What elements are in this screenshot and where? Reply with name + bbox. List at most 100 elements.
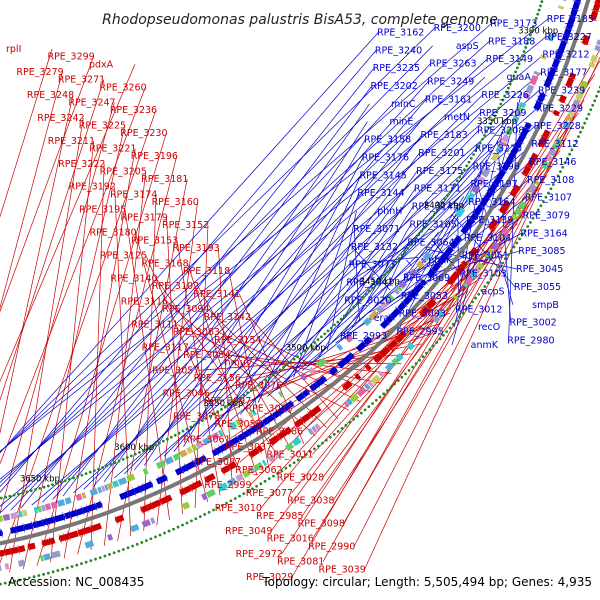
tick-dot <box>472 153 475 156</box>
cog-block-outer <box>314 423 321 431</box>
tick-dot <box>389 267 392 270</box>
gene-label-reverse: RPE_3180 <box>89 228 136 239</box>
tick-dot <box>208 414 212 418</box>
tick-dot <box>204 416 208 420</box>
leader-line-forward <box>475 177 514 305</box>
gene-label-forward: RPE_3143 <box>412 202 459 213</box>
forward-gene-block <box>194 459 200 466</box>
tick-dot <box>46 484 50 488</box>
cog-block-inner <box>50 501 58 509</box>
cog-block-outer <box>201 492 208 501</box>
gene-label-forward: RPE_3175 <box>416 166 463 177</box>
forward-gene-block <box>181 465 188 473</box>
tick-dot <box>512 74 516 78</box>
gene-label-reverse: RPE_3221 <box>89 143 136 154</box>
leader-line-reverse <box>36 133 167 566</box>
forward-gene-block-arrow <box>420 278 429 286</box>
tick-dot <box>172 527 175 531</box>
forward-gene-block-arrow <box>270 412 277 422</box>
tick-dot <box>348 420 352 424</box>
tick-dot <box>531 216 535 220</box>
reverse-gene-block-arrow <box>181 486 187 496</box>
cog-block-inner <box>247 411 254 419</box>
tick-dot <box>288 464 292 467</box>
tick-dot <box>522 50 526 53</box>
reverse-gene-block <box>182 485 192 494</box>
reverse-gene-block-arrow <box>179 487 184 498</box>
cog-block-inner <box>499 140 507 147</box>
tick-dot <box>229 499 233 503</box>
cog-block-outer <box>436 310 445 319</box>
forward-gene-block <box>547 67 557 79</box>
tick-dot <box>140 541 144 544</box>
forward-gene-block-arrow <box>259 419 266 429</box>
tick-dot <box>326 329 330 333</box>
gene-label-forward: RPE_3176 <box>362 152 409 163</box>
cog-block-inner <box>409 268 418 277</box>
forward-gene-block <box>413 283 424 294</box>
reverse-gene-block-arrow <box>587 17 599 21</box>
tick-dot <box>532 25 535 29</box>
gene-label-forward: RPE_3079 <box>523 210 570 221</box>
forward-gene-block-arrow <box>485 189 495 196</box>
gene-label-forward: RPE_3104 <box>464 233 511 244</box>
gene-label-reverse: RPE_3160 <box>152 197 199 208</box>
tick-dot <box>499 102 503 106</box>
leader-line-forward <box>52 81 429 500</box>
forward-gene-block <box>139 484 146 492</box>
leader-line-forward <box>399 159 488 314</box>
genome-summary-text: Topology: circular; Length: 5,505,494 bp… <box>261 575 592 589</box>
reverse-gene-block-arrow <box>508 191 518 198</box>
gene-label-forward: aspS <box>456 41 479 52</box>
forward-gene-block-arrow <box>564 23 576 27</box>
forward-gene-block-arrow <box>137 484 142 495</box>
forward-gene-block <box>454 235 462 243</box>
cog-block-outer <box>17 559 26 567</box>
tick-dot <box>108 553 111 556</box>
gene-label-forward: RPE_3108 <box>527 175 574 186</box>
gene-label-reverse: RPE_3196 <box>131 151 178 162</box>
gene-label-reverse: RPE_3192 <box>69 182 116 193</box>
forward-gene-block-arrow <box>22 522 26 534</box>
reverse-gene-block-arrow <box>293 420 300 430</box>
tick-dot <box>371 286 374 290</box>
reverse-gene-block-arrow <box>385 343 394 352</box>
tick-dot <box>309 343 313 347</box>
tick-dot <box>554 178 558 182</box>
tick-dot <box>260 381 264 385</box>
gene-label-forward: RPE_3105 <box>410 219 457 230</box>
tick-dot <box>493 114 497 118</box>
cog-block-inner <box>396 285 403 292</box>
tick-dot <box>352 305 356 309</box>
reverse-gene-block-arrow <box>67 530 71 542</box>
tick-dot <box>371 402 374 405</box>
tick-dot <box>539 204 543 208</box>
tick-dot <box>51 483 54 487</box>
tick-dot <box>23 577 26 581</box>
tick-dot <box>400 375 404 379</box>
forward-gene-block-arrow <box>157 475 162 486</box>
gene-label-forward: RPE_3149 <box>486 54 533 65</box>
forward-gene-block-arrow <box>125 489 130 500</box>
tick-dot <box>356 414 359 418</box>
gene-label-forward: RPE_3183 <box>420 130 467 141</box>
reverse-gene-block <box>419 305 430 317</box>
forward-gene-block <box>64 511 72 520</box>
forward-gene-block-arrow <box>554 52 565 57</box>
reverse-gene-block-arrow <box>17 544 21 555</box>
gene-label-forward: guaA <box>507 72 532 83</box>
reverse-gene-block-arrow <box>579 41 590 46</box>
gene-label-reverse: rplI <box>6 44 21 55</box>
gene-label-forward: RPE_3202 <box>371 81 418 92</box>
tick-dot <box>169 435 173 439</box>
cog-block-outer <box>291 437 302 447</box>
forward-gene-block-arrow <box>341 357 349 366</box>
reverse-gene-block-arrow <box>220 466 226 476</box>
leader-line-forward <box>42 76 486 503</box>
cog-block-inner <box>2 513 11 522</box>
tick-dot <box>540 0 544 4</box>
reverse-gene-block-arrow <box>527 157 538 163</box>
gene-label-reverse: RPE_3097 <box>204 396 251 407</box>
gene-label-forward: RPE_3112 <box>531 139 578 150</box>
reverse-gene-block <box>221 465 231 474</box>
